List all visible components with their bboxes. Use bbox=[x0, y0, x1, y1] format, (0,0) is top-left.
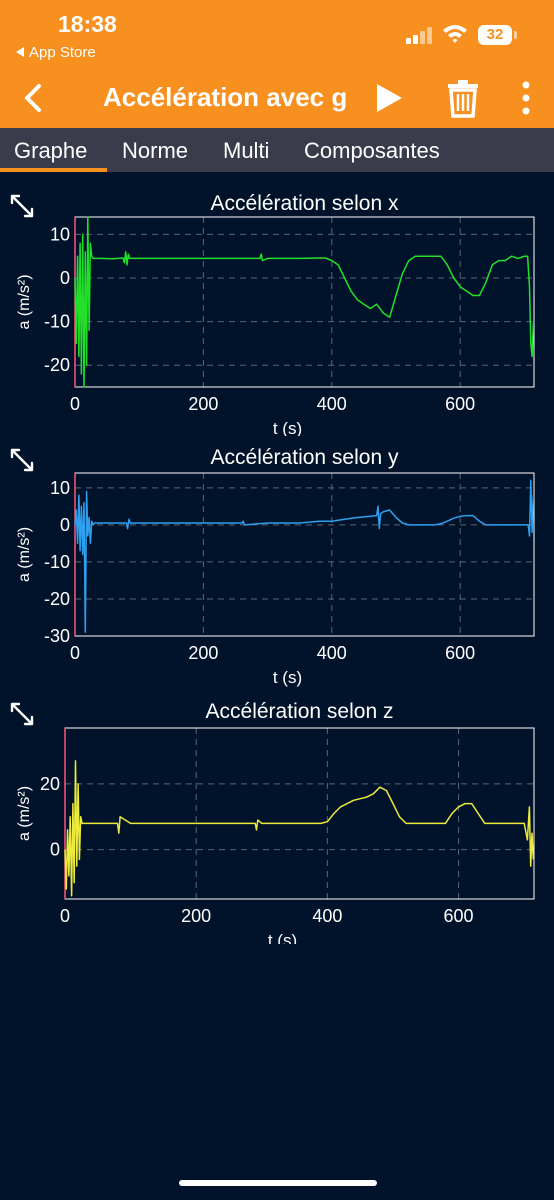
expand-icon[interactable] bbox=[10, 448, 34, 472]
tab-norme[interactable]: Norme bbox=[122, 138, 189, 163]
app-header: 18:38 App Store 32 Accélération avec g bbox=[0, 0, 554, 128]
series-line bbox=[64, 760, 535, 897]
x-axis-label: t (s) bbox=[268, 931, 297, 944]
y-axis-label: a (m/s²) bbox=[16, 274, 33, 329]
series-line bbox=[74, 216, 535, 388]
x-axis-label: t (s) bbox=[273, 668, 302, 687]
active-tab-indicator bbox=[0, 168, 107, 172]
battery-icon: 32 bbox=[478, 25, 512, 45]
wifi-icon bbox=[443, 25, 467, 43]
plot-frame bbox=[74, 472, 535, 637]
y-axis-label: a (m/s²) bbox=[16, 527, 33, 582]
more-vertical-icon[interactable] bbox=[518, 80, 534, 116]
chart-acceleration-x: Accélération selon x 0 200 400 600 10 0 -10 -20 t… bbox=[0, 186, 554, 438]
home-indicator[interactable] bbox=[179, 1180, 377, 1186]
tab-graphe[interactable]: Graphe bbox=[14, 138, 88, 163]
trash-icon[interactable] bbox=[445, 78, 481, 118]
y-tick-label: -20 bbox=[44, 355, 70, 375]
plot-frame bbox=[64, 727, 535, 900]
x-tick-label: 400 bbox=[317, 643, 347, 663]
chart-svg: Accélération selon x 0 200 400 600 10 0 -10 -20 t… bbox=[10, 192, 535, 438]
y-tick-label: 0 bbox=[60, 515, 70, 535]
tab-multi[interactable]: Multi bbox=[223, 138, 270, 163]
x-tick-label: 600 bbox=[445, 643, 475, 663]
y-tick-label: 10 bbox=[50, 478, 70, 498]
x-tick-label: 600 bbox=[445, 394, 475, 414]
chart-title: Accélération selon y bbox=[211, 446, 399, 469]
chart-title: Accélération selon x bbox=[211, 192, 399, 215]
tab-composantes[interactable]: Composantes bbox=[304, 138, 440, 163]
y-tick-label: -10 bbox=[44, 552, 70, 572]
x-tick-label: 0 bbox=[70, 394, 80, 414]
y-axis-label: a (m/s²) bbox=[16, 786, 33, 841]
chart-title: Accélération selon z bbox=[206, 700, 394, 723]
x-tick-label: 200 bbox=[188, 643, 218, 663]
plot-frame bbox=[74, 216, 535, 388]
y-tick-label: 10 bbox=[50, 224, 70, 244]
tab-bar: Graphe Norme Multi Composantes bbox=[0, 128, 554, 172]
x-tick-label: 400 bbox=[312, 906, 342, 926]
back-to-app-store-link[interactable]: App Store bbox=[16, 44, 96, 61]
play-icon[interactable] bbox=[374, 82, 404, 114]
x-tick-label: 600 bbox=[444, 906, 474, 926]
y-tick-label: -30 bbox=[44, 626, 70, 646]
x-tick-label: 200 bbox=[181, 906, 211, 926]
page-title: Accélération avec g bbox=[103, 82, 348, 112]
chevron-left-icon[interactable] bbox=[20, 82, 48, 114]
cellular-signal-icon bbox=[406, 26, 434, 44]
x-tick-label: 0 bbox=[70, 643, 80, 663]
expand-icon[interactable] bbox=[10, 194, 34, 218]
chart-svg: Accélération selon y 0 200 400 600 10 0 -10 -20 -… bbox=[10, 446, 535, 687]
x-tick-label: 200 bbox=[188, 394, 218, 414]
y-tick-label: 20 bbox=[40, 774, 60, 794]
x-axis-label: t (s) bbox=[273, 419, 302, 436]
y-tick-label: -20 bbox=[44, 589, 70, 609]
back-app-label: App Store bbox=[29, 44, 96, 61]
back-triangle-icon bbox=[16, 47, 24, 58]
chart-acceleration-z: Accélération selon z 0 200 400 600 20 0 t (s) a … bbox=[0, 694, 554, 950]
x-tick-label: 0 bbox=[60, 906, 70, 926]
chart-acceleration-y: Accélération selon y 0 200 400 600 10 0 -10 -20 -… bbox=[0, 440, 554, 690]
series-line bbox=[74, 479, 535, 634]
y-tick-label: 0 bbox=[60, 268, 70, 288]
y-tick-label: 0 bbox=[50, 840, 60, 860]
battery-tip bbox=[514, 31, 517, 39]
x-tick-label: 400 bbox=[317, 394, 347, 414]
y-tick-label: -10 bbox=[44, 312, 70, 332]
expand-icon[interactable] bbox=[10, 702, 34, 726]
status-time: 18:38 bbox=[58, 11, 117, 37]
